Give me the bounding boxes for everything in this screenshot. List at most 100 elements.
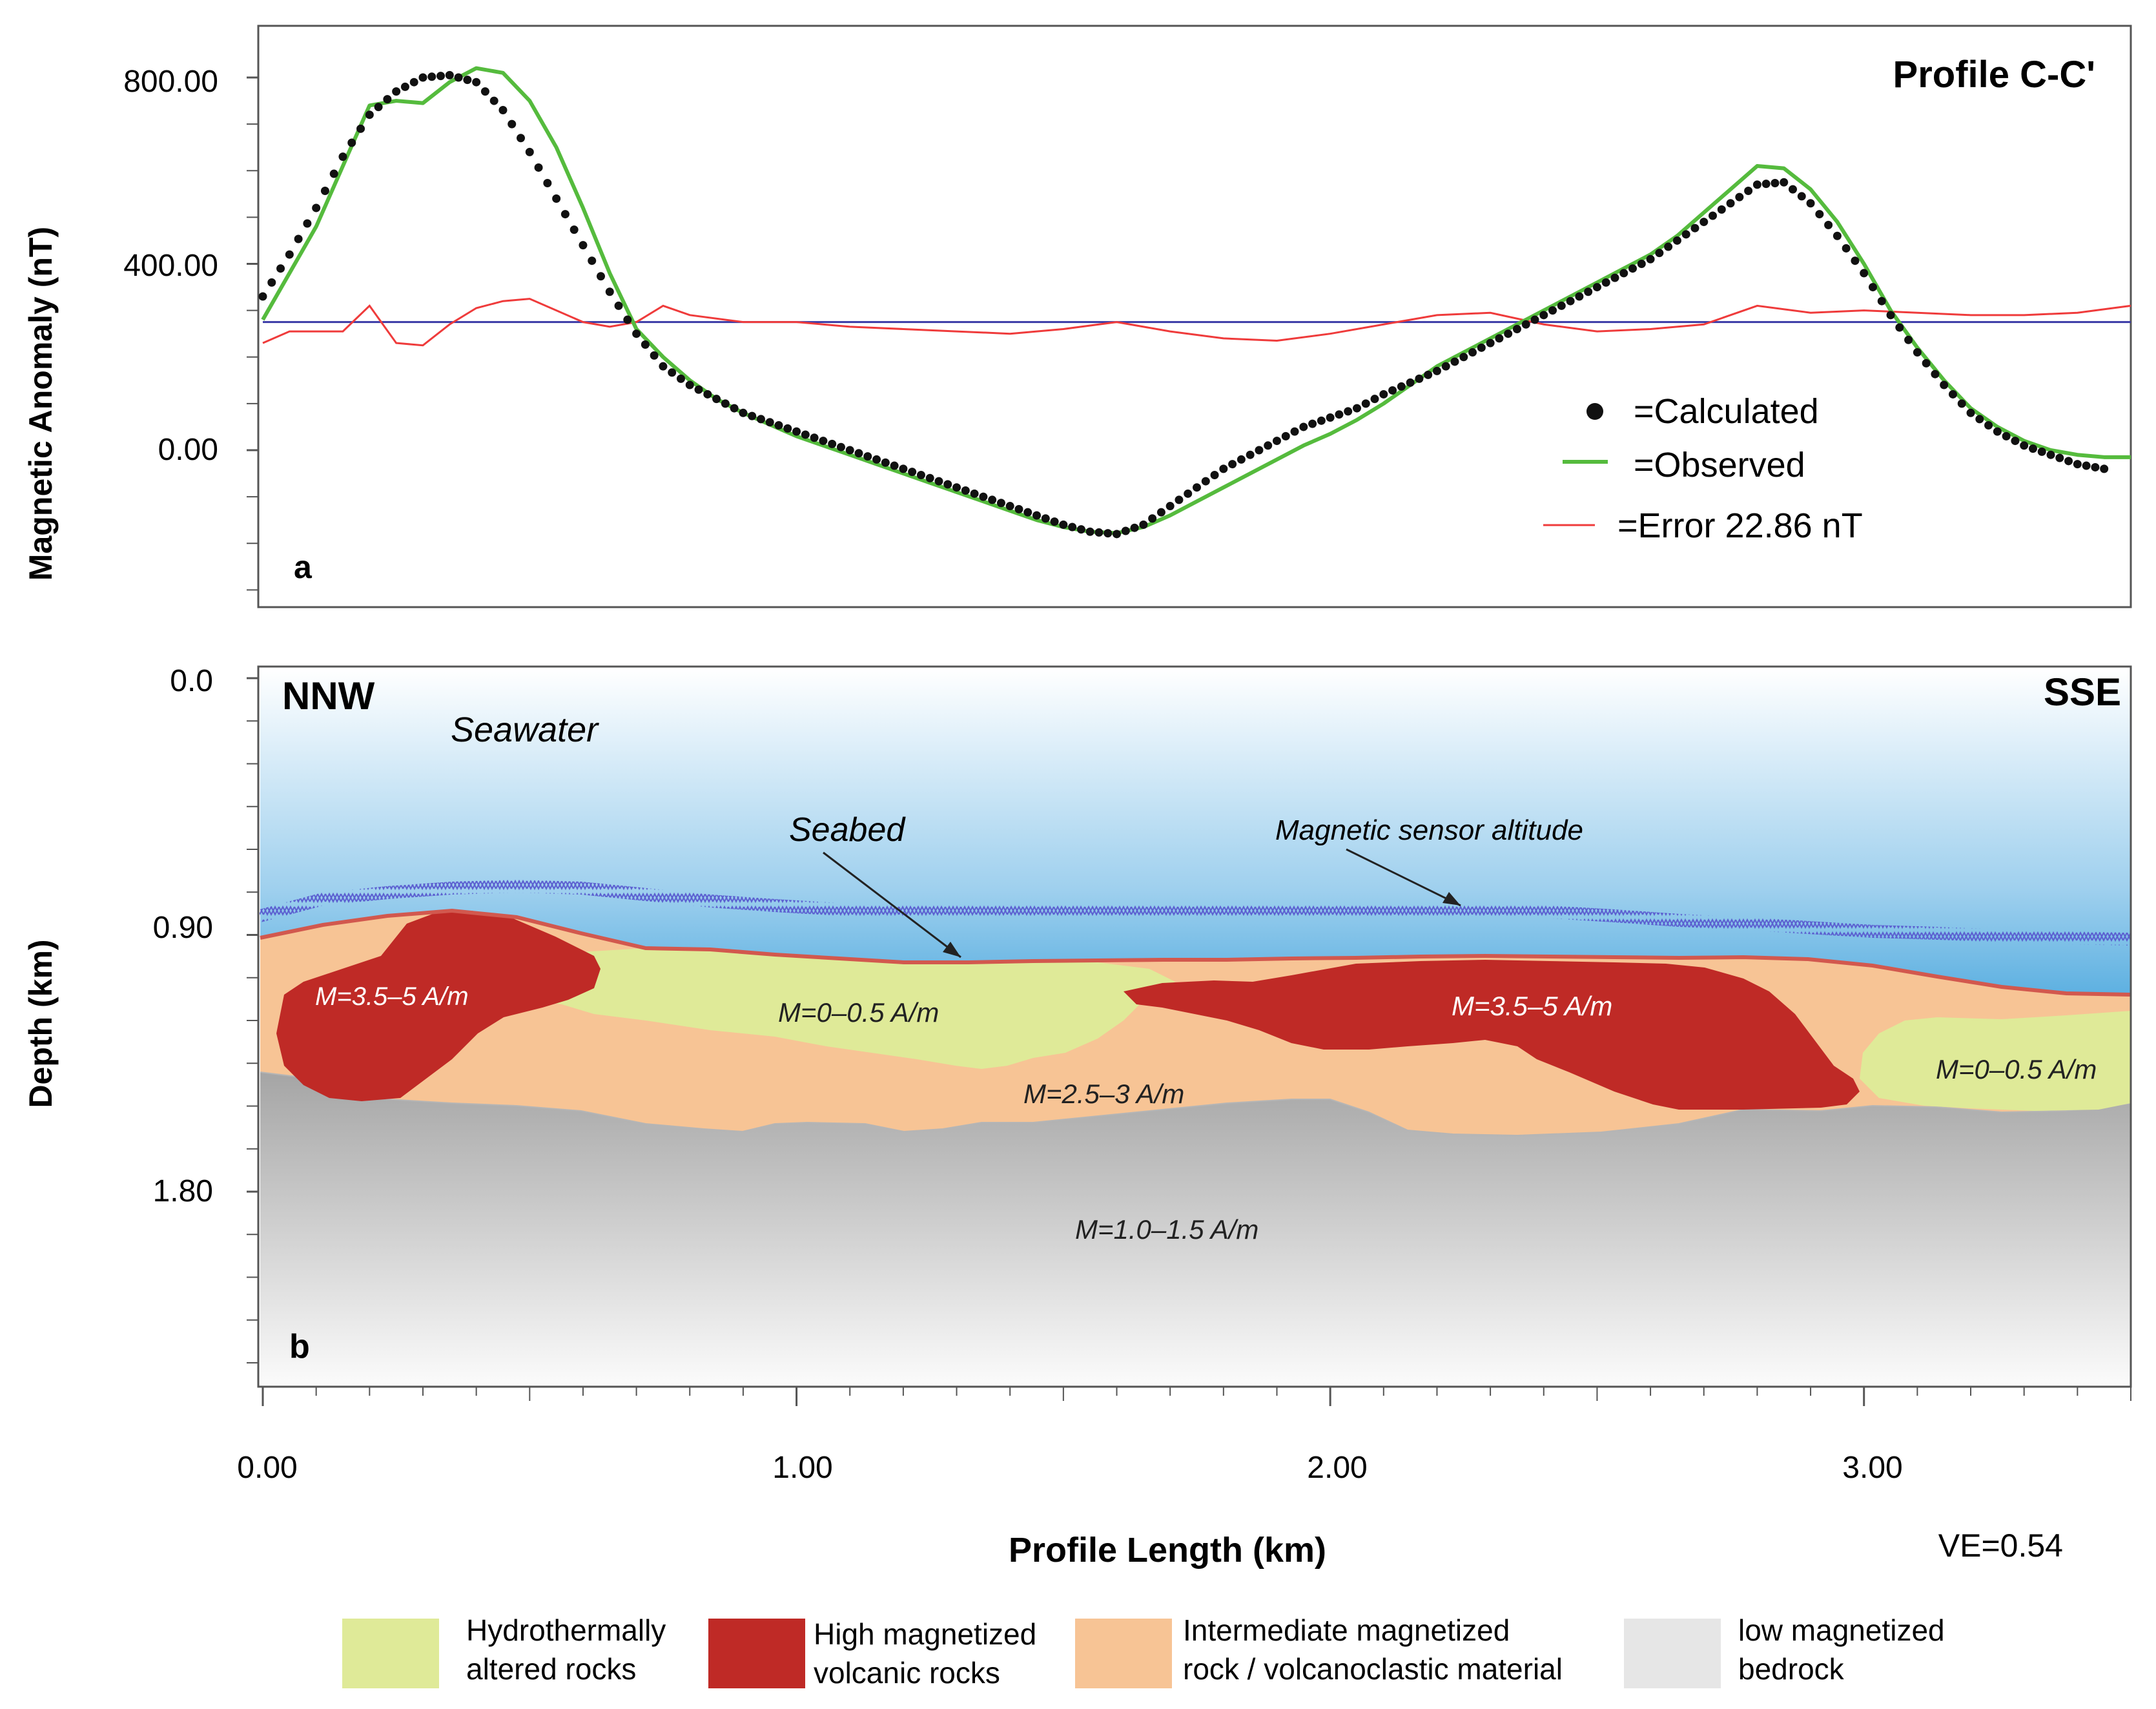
calculated-point xyxy=(1468,348,1477,357)
legend-text-high-mag-1: High magnetized xyxy=(814,1617,1036,1651)
legend-swatch-bedrock xyxy=(1624,1619,1721,1688)
calculated-point xyxy=(1717,205,1726,214)
legend-error-label: =Error 22.86 nT xyxy=(1617,506,1863,545)
calculated-point xyxy=(1877,296,1886,306)
calculated-point xyxy=(1335,410,1344,419)
calculated-point xyxy=(863,452,872,461)
calculated-point xyxy=(1584,287,1593,296)
xtick-2: 2.00 xyxy=(1307,1451,1367,1485)
calculated-point xyxy=(1931,369,1940,378)
calculated-point xyxy=(792,427,801,436)
calculated-point xyxy=(1193,483,1201,492)
calculated-point xyxy=(285,250,294,259)
calculated-point xyxy=(801,430,810,439)
calculated-point xyxy=(712,395,721,404)
calculated-point xyxy=(1104,529,1113,538)
legend-swatch-altered xyxy=(342,1619,439,1688)
calculated-point xyxy=(1370,395,1379,404)
legend-text-bedrock-2: bedrock xyxy=(1738,1652,1845,1686)
calculated-point xyxy=(1664,242,1673,251)
calculated-point xyxy=(1601,278,1610,287)
calculated-point xyxy=(320,187,329,196)
calculated-point xyxy=(2082,461,2091,470)
calculated-point xyxy=(1272,437,1281,446)
panel-a-y-ticks xyxy=(247,76,258,591)
calculated-point xyxy=(828,439,837,448)
calculated-point xyxy=(588,256,597,265)
calculated-point xyxy=(1165,502,1175,511)
calculated-point xyxy=(2100,464,2109,473)
calculated-point xyxy=(881,458,890,467)
calculated-point xyxy=(1610,273,1619,282)
calculated-point xyxy=(1495,334,1504,343)
calculated-point xyxy=(632,329,641,338)
calculated-point xyxy=(872,455,881,464)
calculated-point xyxy=(1975,415,1984,424)
calculated-point xyxy=(1504,329,1513,338)
direction-nnw: NNW xyxy=(282,674,375,718)
calculated-point xyxy=(2037,447,2046,456)
calculated-point xyxy=(783,424,792,433)
calculated-point xyxy=(748,411,757,420)
calculated-point xyxy=(1993,427,2002,436)
calculated-point xyxy=(845,446,854,455)
calculated-point xyxy=(1904,335,1913,344)
calculated-point xyxy=(1619,269,1628,278)
calculated-point xyxy=(525,147,534,156)
label-intermediate: M=2.5–3 A/m xyxy=(1023,1079,1184,1109)
calculated-point xyxy=(1014,504,1023,513)
bedrock-top-boundary xyxy=(260,1072,2131,1137)
calculated-point xyxy=(552,194,561,203)
calculated-point xyxy=(1094,528,1104,537)
calculated-point xyxy=(508,119,517,129)
legend-text-intermediate-1: Intermediate magnetized xyxy=(1183,1613,1510,1647)
calculated-point xyxy=(1548,306,1557,315)
panel-a-title: Profile C-C' xyxy=(1893,54,2095,96)
calculated-point xyxy=(988,495,997,504)
label-high-mag-right: M=3.5–5 A/m xyxy=(1452,991,1612,1021)
calculated-point xyxy=(1842,243,1851,253)
sensor-altitude-arrow xyxy=(1346,848,1461,907)
calculated-point xyxy=(1806,199,1815,208)
calculated-point xyxy=(1113,530,1122,539)
calculated-point xyxy=(1219,464,1228,473)
seawater-label: Seawater xyxy=(451,710,599,749)
legend-text-altered-1: Hydrothermally xyxy=(466,1613,666,1647)
panel-a-plot xyxy=(258,66,2131,539)
calculated-point xyxy=(2064,457,2073,466)
calculated-point xyxy=(925,473,934,482)
calculated-point xyxy=(721,399,730,408)
calculated-point xyxy=(659,362,668,371)
panel-b-ytick-0: 0.0 xyxy=(170,664,213,698)
calculated-point xyxy=(517,134,526,143)
legend-observed-label: =Observed xyxy=(1634,446,1805,484)
calculated-point xyxy=(676,374,685,383)
calculated-point xyxy=(1628,264,1638,273)
calculated-point xyxy=(1299,422,1308,431)
calculated-point xyxy=(1512,324,1521,333)
calculated-point xyxy=(1477,343,1486,352)
calculated-point xyxy=(1922,358,1931,368)
calculated-point xyxy=(356,124,365,133)
legend-text-bedrock-1: low magnetized xyxy=(1738,1613,1945,1647)
calculated-point xyxy=(2046,450,2055,459)
calculated-point xyxy=(1130,523,1139,532)
calculated-point xyxy=(1184,489,1193,498)
calculated-point xyxy=(596,272,605,281)
seabed-label: Seabed xyxy=(789,811,906,849)
calculated-point xyxy=(1789,185,1798,194)
calculated-point xyxy=(1068,523,1077,532)
calculated-point xyxy=(1726,199,1735,208)
calculated-point xyxy=(1771,178,1780,187)
calculated-point xyxy=(952,483,961,492)
calculated-point xyxy=(1681,230,1690,239)
hydrothermal-altered-zone-center xyxy=(536,948,1175,1069)
high-magnetized-body-right xyxy=(1124,960,1860,1110)
calculated-point xyxy=(1868,283,1877,292)
calculated-point xyxy=(1895,323,1904,332)
calculated-point xyxy=(934,477,943,486)
calculated-point xyxy=(1352,404,1361,413)
calculated-point xyxy=(890,461,899,470)
label-altered-right: M=0–0.5 A/m xyxy=(1936,1054,2097,1084)
